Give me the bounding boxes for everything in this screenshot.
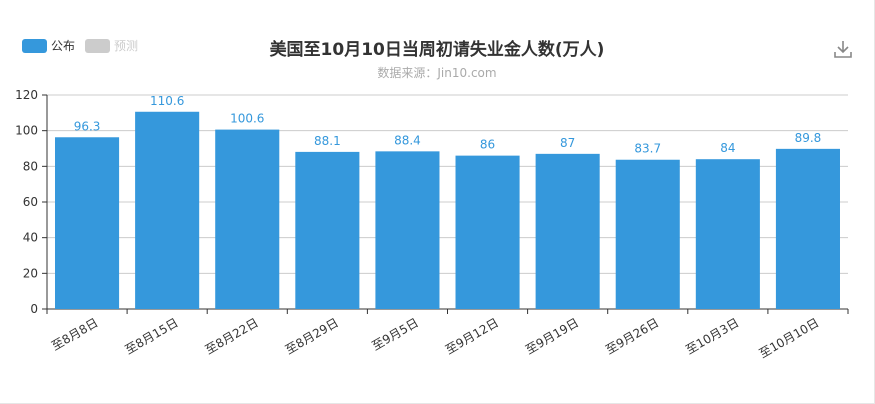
- y-tick-label: 20: [23, 266, 38, 280]
- y-tick-label: 80: [23, 159, 38, 173]
- x-tick-label: 至8月15日: [123, 315, 181, 357]
- bar[interactable]: [295, 151, 360, 309]
- y-tick-label: 60: [23, 195, 38, 209]
- chart-title: 美国至10月10日当周初请失业金人数(万人): [269, 40, 605, 60]
- bar-value-label: 100.6: [230, 112, 264, 126]
- legend: 公布 预测: [22, 37, 138, 54]
- bar-value-label: 96.3: [74, 119, 101, 133]
- legend-label-published: 公布: [51, 39, 76, 53]
- bar-value-label: 88.4: [394, 133, 421, 147]
- legend-swatch-published: [22, 38, 47, 53]
- x-tick-label: 至9月12日: [443, 315, 501, 357]
- legend-swatch-forecast: [85, 38, 111, 53]
- bar[interactable]: [535, 153, 600, 309]
- bar[interactable]: [135, 111, 200, 309]
- bars: [55, 111, 840, 309]
- bar[interactable]: [375, 151, 440, 309]
- bar-value-label: 110.6: [150, 94, 184, 108]
- x-tick-label: 至8月29日: [283, 315, 341, 357]
- download-icon[interactable]: [832, 38, 854, 60]
- y-tick-label: 120: [15, 88, 38, 102]
- y-tick-label: 0: [30, 302, 38, 316]
- bar-value-label: 89.8: [795, 131, 822, 145]
- bar[interactable]: [615, 159, 680, 309]
- x-tick-label: 至10月3日: [683, 315, 741, 357]
- bar-value-label: 83.7: [634, 142, 661, 156]
- bar-value-label: 86: [480, 138, 495, 152]
- bar[interactable]: [775, 148, 840, 309]
- x-tick-label: 至8月8日: [49, 315, 100, 353]
- y-tick-label: 40: [23, 231, 38, 245]
- legend-label-forecast: 预测: [114, 39, 139, 53]
- y-tick-label: 100: [15, 124, 38, 138]
- bar-value-label: 84: [720, 141, 735, 155]
- bar-value-label: 87: [560, 136, 575, 150]
- chart-subtitle: 数据来源：Jin10.com: [377, 66, 497, 80]
- x-tick-label: 至9月5日: [370, 315, 421, 353]
- bar[interactable]: [695, 159, 760, 309]
- bar-value-label: 88.1: [314, 134, 341, 148]
- bar[interactable]: [215, 129, 280, 309]
- x-tick-label: 至9月26日: [603, 315, 661, 357]
- x-tick-label: 至8月22日: [203, 315, 261, 357]
- bar[interactable]: [455, 155, 520, 309]
- legend-item-forecast[interactable]: 预测: [85, 37, 138, 54]
- x-tick-label: 至10月10日: [757, 315, 822, 360]
- bar[interactable]: [55, 137, 120, 309]
- value-labels: 96.3 110.6 100.6 88.1 88.4 86 87 83.7 84 89.8: [74, 94, 822, 156]
- x-tick-label: 至9月19日: [523, 315, 581, 357]
- legend-item-published[interactable]: 公布: [22, 37, 75, 54]
